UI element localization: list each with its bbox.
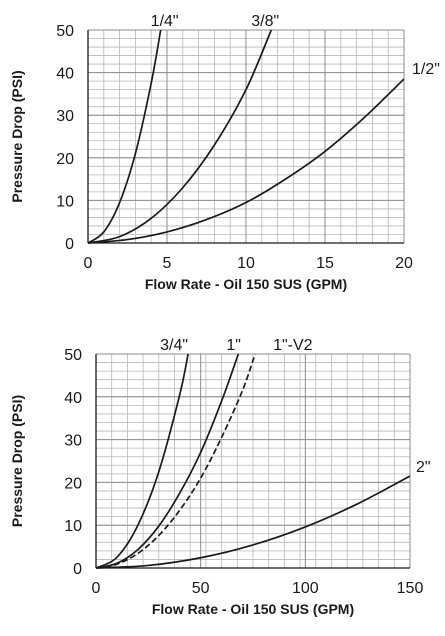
series-line bbox=[96, 475, 410, 569]
series-label: 1" bbox=[226, 337, 241, 354]
series-line bbox=[88, 29, 273, 244]
series-line bbox=[88, 78, 404, 244]
x-tick-label: 50 bbox=[192, 580, 210, 597]
x-tick-label: 150 bbox=[397, 580, 424, 597]
y-tick-label: 0 bbox=[65, 236, 74, 253]
x-tick-label: 15 bbox=[316, 255, 334, 272]
x-tick-label: 0 bbox=[92, 580, 101, 597]
y-tick-label: 0 bbox=[73, 561, 82, 578]
series-line bbox=[96, 353, 240, 569]
x-tick-label: 0 bbox=[84, 255, 93, 272]
series-line bbox=[88, 29, 162, 244]
chart-bottom: 0 50 100 150 0 10 20 30 40 50 Flow Rate - Oil 150 … bbox=[9, 337, 431, 617]
series-label: 1/4" bbox=[151, 13, 179, 30]
y-tick-label: 10 bbox=[56, 193, 74, 210]
series-label: 1"-V2 bbox=[273, 337, 313, 354]
x-tick-label: 20 bbox=[395, 255, 413, 272]
y-tick-label: 10 bbox=[64, 518, 82, 535]
x-tick-label: 10 bbox=[237, 255, 255, 272]
x-tick-label: 5 bbox=[163, 255, 172, 272]
y-tick-label: 50 bbox=[64, 347, 82, 364]
x-axis-title: Flow Rate - Oil 150 SUS (GPM) bbox=[152, 601, 354, 617]
x-axis-title: Flow Rate - Oil 150 SUS (GPM) bbox=[145, 276, 347, 292]
y-tick-label: 20 bbox=[64, 475, 82, 492]
y-tick-label: 30 bbox=[56, 108, 74, 125]
y-tick-label: 20 bbox=[56, 151, 74, 168]
y-axis-title: Pressure Drop (PSI) bbox=[9, 395, 25, 527]
y-axis-title: Pressure Drop (PSI) bbox=[9, 70, 25, 202]
y-tick-label: 50 bbox=[56, 23, 74, 40]
series-label: 2" bbox=[416, 459, 431, 476]
series-label: 1/2" bbox=[412, 61, 440, 78]
series-label: 3/8" bbox=[251, 13, 279, 30]
y-tick-label: 30 bbox=[64, 433, 82, 450]
series-line bbox=[96, 353, 189, 569]
series-label: 3/4" bbox=[160, 337, 188, 354]
x-tick-label: 100 bbox=[292, 580, 319, 597]
y-tick-label: 40 bbox=[56, 66, 74, 83]
chart-top: 0 5 10 15 20 0 10 20 30 40 50 Flow Rate - Oil 150 S… bbox=[9, 13, 440, 292]
series-line bbox=[96, 353, 256, 569]
y-tick-label: 40 bbox=[64, 390, 82, 407]
